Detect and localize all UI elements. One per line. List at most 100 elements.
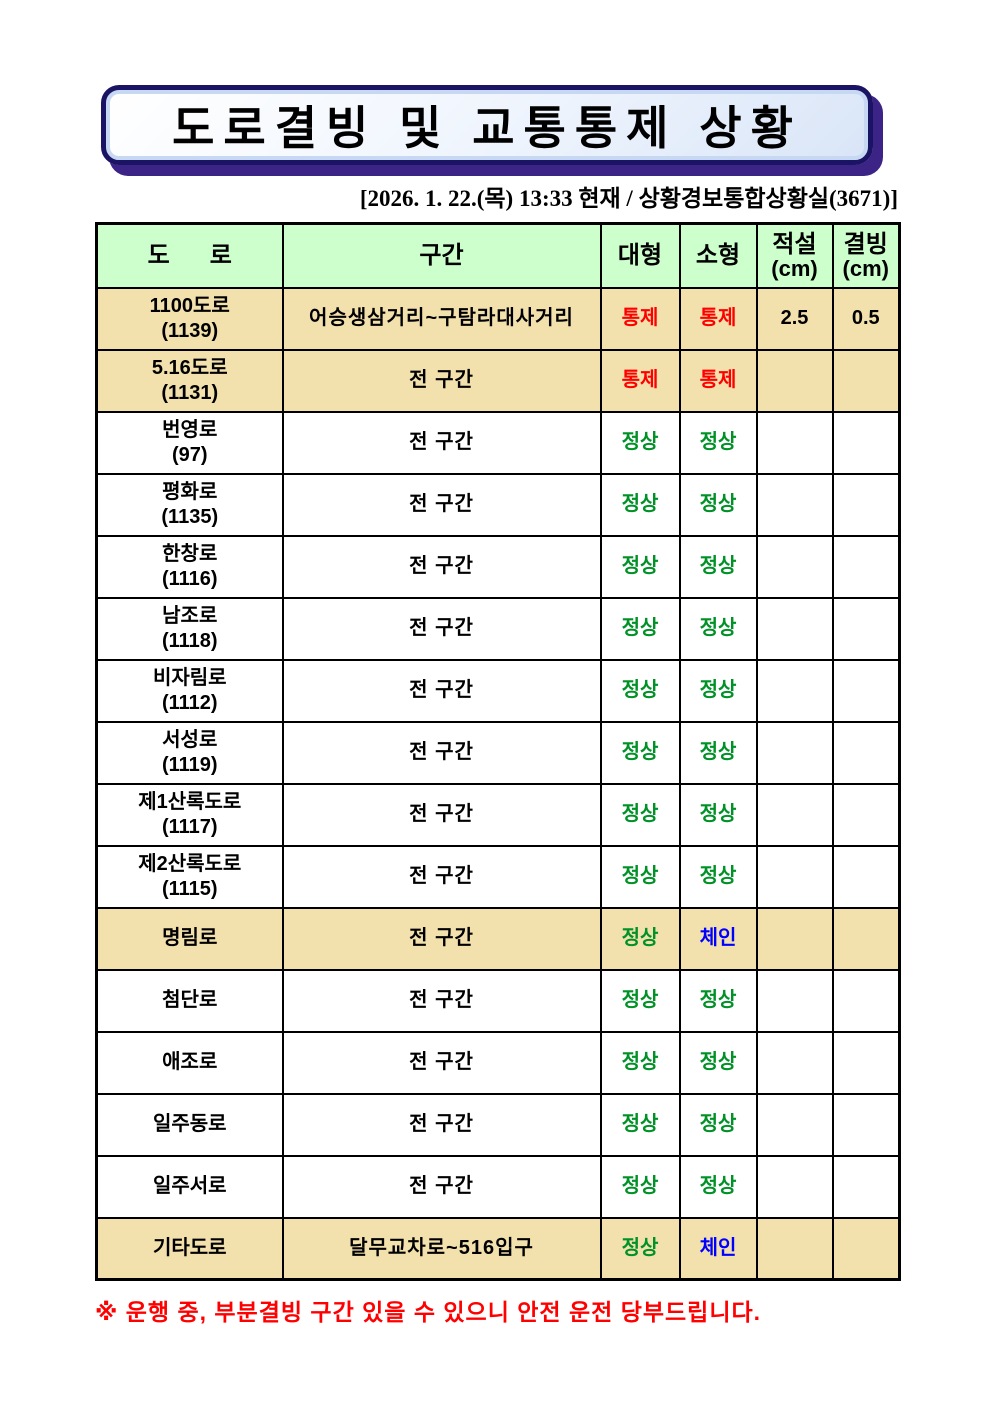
section-cell: 전 구간 — [281, 782, 602, 847]
ice-depth-value — [831, 968, 901, 1033]
large-vehicle-status: 정상 — [599, 968, 681, 1033]
small-vehicle-status: 정상 — [678, 472, 758, 537]
road-name-cell: 비자림로 (1112) — [95, 658, 284, 723]
road-name: 평화로 — [162, 480, 218, 503]
col-header-snow-depth: 적설 (cm) — [755, 222, 834, 289]
road-name: 기타도로 — [152, 1236, 227, 1259]
road-name: 첨단로 — [162, 989, 218, 1011]
road-name-cell: 서성로 (1119) — [95, 720, 284, 785]
page: 도로결빙 및 교통통제 상황 [2026. 1. 22.(목) 13:33 현재… — [95, 85, 901, 1325]
snow-depth-value — [755, 1154, 834, 1219]
ice-header-unit: (cm) — [842, 255, 889, 281]
small-vehicle-status: 통제 — [678, 286, 758, 351]
large-vehicle-status: 통제 — [599, 286, 681, 351]
table-row: 남조로 (1118) 전 구간 정상 정상 — [95, 596, 901, 661]
table-row: 평화로 (1135) 전 구간 정상 정상 — [95, 472, 901, 537]
small-vehicle-status: 정상 — [678, 1030, 758, 1095]
road-name-cell: 일주서로 — [95, 1154, 284, 1219]
table-row: 서성로 (1119) 전 구간 정상 정상 — [95, 720, 901, 785]
small-vehicle-status: 통제 — [678, 348, 758, 413]
table-row: 번영로 (97) 전 구간 정상 정상 — [95, 410, 901, 475]
table-row: 제2산록도로 (1115) 전 구간 정상 정상 — [95, 844, 901, 909]
col-header-section: 구간 — [281, 222, 602, 289]
ice-header-line1: 결빙 — [843, 230, 888, 258]
snow-depth-value — [755, 534, 834, 599]
large-vehicle-status: 정상 — [599, 534, 681, 599]
large-vehicle-status: 정상 — [599, 844, 681, 909]
road-name-cell: 기타도로 — [95, 1216, 284, 1281]
small-vehicle-status: 정상 — [678, 844, 758, 909]
table-row: 기타도로 달무교차로~516입구 정상 체인 — [95, 1216, 901, 1281]
small-vehicle-status: 정상 — [678, 720, 758, 785]
ice-depth-value — [831, 720, 901, 785]
road-name: 명림로 — [162, 927, 218, 949]
ice-depth-value — [831, 1030, 901, 1095]
large-vehicle-status: 정상 — [599, 596, 681, 661]
table-row: 한창로 (1116) 전 구간 정상 정상 — [95, 534, 901, 599]
section-cell: 전 구간 — [281, 906, 602, 971]
ice-depth-value — [831, 596, 901, 661]
small-vehicle-status: 정상 — [678, 1154, 758, 1219]
road-name-cell: 제1산록도로 (1117) — [95, 782, 284, 847]
section-cell: 전 구간 — [281, 968, 602, 1033]
large-vehicle-status: 정상 — [599, 906, 681, 971]
small-vehicle-status: 체인 — [678, 906, 758, 971]
table-header-row: 도 로 구간 대형 소형 적설 (cm) 결빙 (cm) — [95, 222, 901, 289]
snow-depth-value — [755, 720, 834, 785]
section-cell: 전 구간 — [281, 410, 602, 475]
ice-depth-value — [831, 534, 901, 599]
road-name-cell: 제2산록도로 (1115) — [95, 844, 284, 909]
large-vehicle-status: 정상 — [599, 1092, 681, 1157]
snow-depth-value — [755, 1092, 834, 1157]
road-name: 비자림로 — [152, 666, 227, 689]
snow-depth-value — [755, 596, 834, 661]
ice-depth-value — [831, 348, 901, 413]
small-vehicle-status: 정상 — [678, 596, 758, 661]
table-row: 명림로 전 구간 정상 체인 — [95, 906, 901, 971]
large-vehicle-status: 정상 — [599, 472, 681, 537]
ice-depth-value — [831, 658, 901, 723]
small-vehicle-status: 정상 — [678, 782, 758, 847]
section-cell: 전 구간 — [281, 720, 602, 785]
road-name: 한창로 — [162, 542, 218, 565]
section-cell: 전 구간 — [281, 844, 602, 909]
ice-depth-value — [831, 782, 901, 847]
road-name-cell: 번영로 (97) — [95, 410, 284, 475]
snow-depth-value — [755, 658, 834, 723]
ice-depth-value: 0.5 — [831, 286, 901, 351]
ice-depth-value — [831, 472, 901, 537]
road-name: 서성로 — [162, 728, 218, 751]
section-cell: 전 구간 — [281, 1092, 602, 1157]
road-name: 일주서로 — [152, 1175, 227, 1197]
table-row: 첨단로 전 구간 정상 정상 — [95, 968, 901, 1033]
col-header-ice-depth: 결빙 (cm) — [831, 222, 901, 289]
road-number: (1112) — [161, 691, 218, 714]
col-header-road: 도 로 — [95, 222, 284, 289]
road-name-cell: 남조로 (1118) — [95, 596, 284, 661]
col-header-small-vehicle: 소형 — [678, 222, 758, 289]
road-number: (1115) — [161, 877, 218, 900]
ice-depth-value — [831, 844, 901, 909]
table-row: 제1산록도로 (1117) 전 구간 정상 정상 — [95, 782, 901, 847]
road-name: 1100도로 — [149, 294, 230, 317]
large-vehicle-status: 정상 — [599, 1154, 681, 1219]
title-banner: 도로결빙 및 교통통제 상황 — [101, 85, 873, 165]
section-cell: 전 구간 — [281, 1154, 602, 1219]
table-row: 애조로 전 구간 정상 정상 — [95, 1030, 901, 1095]
road-name: 번영로 — [162, 418, 218, 441]
section-cell: 전 구간 — [281, 1030, 602, 1095]
road-name-cell: 1100도로 (1139) — [95, 286, 284, 351]
snow-depth-value — [755, 906, 834, 971]
snow-depth-value — [755, 348, 834, 413]
road-name: 일주동로 — [152, 1113, 227, 1135]
table-row: 비자림로 (1112) 전 구간 정상 정상 — [95, 658, 901, 723]
table-body: 1100도로 (1139) 어승생삼거리~구탐라대사거리 통제 통제 2.5 0… — [95, 286, 901, 1281]
page-title: 도로결빙 및 교통통제 상황 — [172, 102, 802, 154]
section-cell: 전 구간 — [281, 534, 602, 599]
road-name-cell: 명림로 — [95, 906, 284, 971]
snow-depth-value — [755, 968, 834, 1033]
road-name-cell: 애조로 — [95, 1030, 284, 1095]
small-vehicle-status: 정상 — [678, 968, 758, 1033]
road-name-cell: 5.16도로 (1131) — [95, 348, 284, 413]
report-timestamp: [2026. 1. 22.(목) 13:33 현재 / 상황경보통합상황실(36… — [359, 186, 898, 211]
